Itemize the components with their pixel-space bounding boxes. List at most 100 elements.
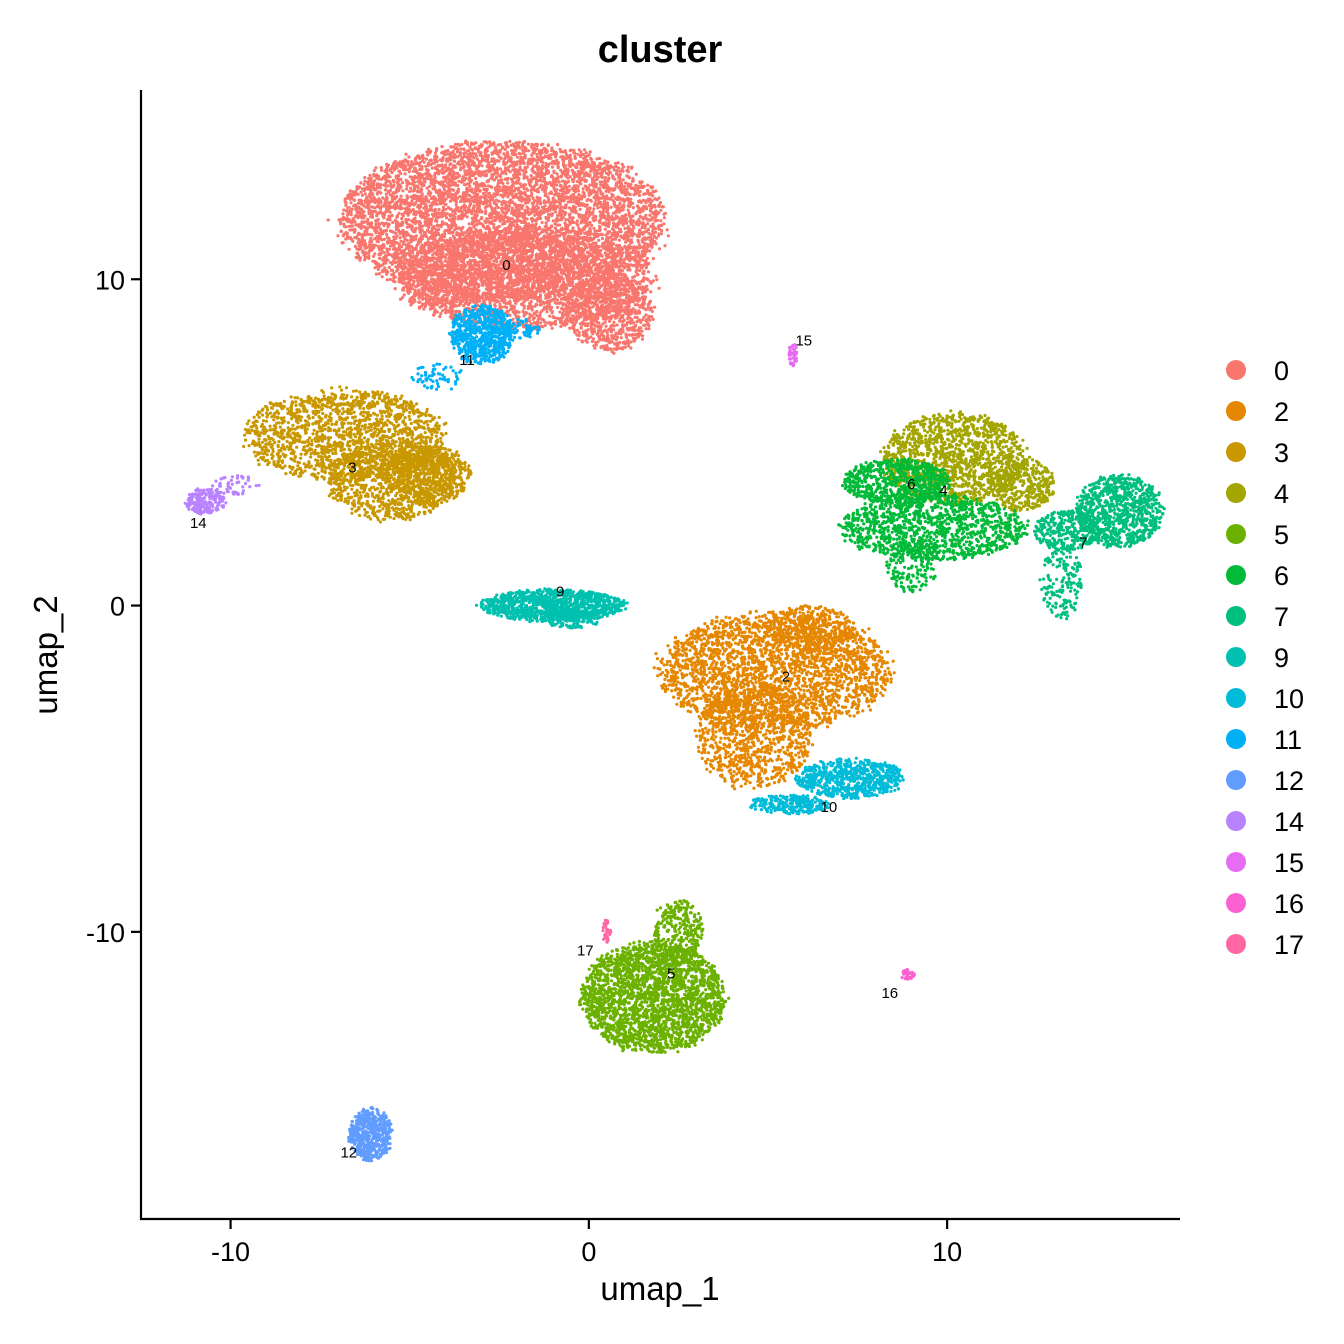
data-point [363,192,367,196]
data-point [540,157,544,161]
data-point [445,252,449,256]
data-point [644,249,648,253]
data-point [639,207,643,211]
data-point [571,226,575,230]
data-point [531,167,535,171]
data-point [407,218,411,222]
data-point [651,222,655,226]
data-point [414,273,418,277]
data-point [544,167,548,171]
data-point [443,230,447,234]
data-point [378,206,382,210]
data-point [510,148,514,153]
data-point [345,232,349,236]
data-point [425,223,429,228]
data-point [386,190,391,194]
data-point [494,202,498,206]
data-point [475,206,480,211]
data-point [620,269,625,273]
data-point [484,220,488,225]
data-point [444,163,448,167]
data-point [503,162,507,167]
data-point [446,174,450,178]
data-point [374,272,378,276]
data-point [408,175,412,179]
data-point [435,159,439,163]
data-point [483,184,487,188]
data-point [588,183,592,187]
data-point [467,153,471,157]
data-point [401,214,405,218]
data-point [424,157,428,161]
data-point [343,199,347,204]
data-point [581,152,585,157]
data-point [659,219,663,223]
data-point [611,165,615,169]
data-point [510,206,514,210]
data-point [475,203,479,207]
data-point [525,188,530,192]
data-point [651,257,656,261]
data-point [651,185,655,189]
data-point [556,161,561,165]
data-point [559,175,563,179]
data-point [340,241,344,245]
data-point [404,230,409,234]
data-point [650,232,654,236]
data-point [373,226,377,231]
data-point [601,210,605,214]
data-point [489,142,493,146]
data-point [412,235,416,239]
data-point [440,262,444,266]
data-point [606,211,610,215]
data-point [348,192,352,196]
data-point [392,247,396,251]
data-point [546,164,550,168]
data-point [605,201,610,205]
data-point [507,204,511,208]
data-point [432,196,436,201]
data-point [603,167,607,171]
data-point [647,191,651,195]
data-point [646,183,650,187]
data-point [581,190,585,194]
data-point [536,174,540,179]
data-point [555,172,559,176]
data-point [431,241,436,245]
data-point [484,201,488,205]
data-point [621,223,625,227]
data-point [575,165,579,170]
data-point [634,183,638,187]
data-point [447,194,451,198]
data-point [475,180,479,184]
data-point [416,186,420,190]
data-point [610,232,614,236]
data-point [535,235,539,239]
data-point [359,224,363,228]
data-point [476,183,480,187]
data-point [606,207,610,211]
data-point [493,215,497,219]
data-point [612,200,617,204]
data-point [625,174,629,178]
data-point [473,146,477,150]
data-point [626,165,630,169]
data-point [535,204,539,208]
data-point [384,221,388,225]
data-point [607,172,611,176]
data-point [420,234,424,238]
data-point [607,176,611,180]
data-point [584,151,588,155]
data-point [367,207,371,211]
data-point [393,196,397,200]
data-point [656,204,661,208]
data-point [611,265,615,269]
data-point [594,198,598,202]
data-point [364,251,368,255]
data-point [449,226,453,230]
data-point [530,153,534,157]
data-point [430,166,434,170]
data-point [429,236,433,240]
data-point [571,216,575,220]
data-point [665,228,669,232]
